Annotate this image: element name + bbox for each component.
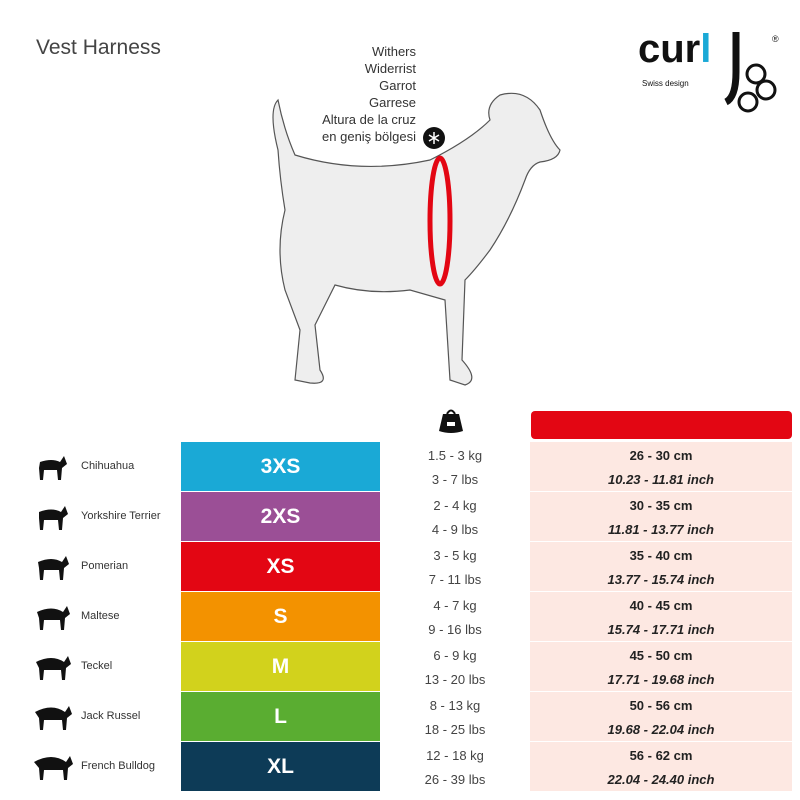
- breed-name: French Bulldog: [81, 760, 155, 772]
- breed-name: Pomerian: [81, 560, 129, 572]
- weight-lbs: 7 - 11 lbs: [428, 572, 482, 587]
- breed-name: Teckel: [81, 660, 113, 672]
- measurement-cell: 40 - 45 cm 15.74 - 17.71 inch: [530, 592, 792, 642]
- size-label: 2XS: [181, 492, 380, 541]
- dog-illustration: [272, 92, 561, 386]
- kg-weight-icon: [439, 409, 463, 433]
- size-row: Jack Russel L 8 - 13 kg 18 - 25 lbs 50 -…: [0, 692, 800, 742]
- weight-kg: 3 - 5 kg: [433, 548, 477, 563]
- size-label: L: [181, 692, 380, 741]
- dog-breed-icon: [34, 756, 73, 780]
- measurement-cell: 50 - 56 cm 19.68 - 22.04 inch: [530, 692, 792, 742]
- measurement-cell: 45 - 50 cm 17.71 - 19.68 inch: [530, 642, 792, 692]
- weight-kg: 12 - 18 kg: [426, 748, 484, 763]
- girth-inch: 15.74 - 17.71 inch: [607, 622, 715, 637]
- girth-inch: 19.68 - 22.04 inch: [607, 722, 715, 737]
- girth-cm: 35 - 40 cm: [629, 548, 693, 563]
- size-label: XL: [181, 742, 380, 791]
- breed-name: Jack Russel: [81, 710, 141, 722]
- weight-lbs: 3 - 7 lbs: [431, 472, 479, 487]
- curli-logo: curl ® Swiss design: [638, 27, 779, 113]
- breed-name: Maltese: [81, 610, 120, 622]
- size-row: Maltese S 4 - 7 kg 9 - 16 lbs 40 - 45 cm…: [0, 592, 800, 642]
- girth-cm: 56 - 62 cm: [629, 748, 693, 763]
- size-row: Yorkshire Terrier 2XS 2 - 4 kg 4 - 9 lbs…: [0, 492, 800, 542]
- size-label: S: [181, 592, 380, 641]
- weight-kg: 1.5 - 3 kg: [427, 448, 483, 463]
- girth-cm: 26 - 30 cm: [629, 448, 693, 463]
- withers-label: Withers: [371, 44, 416, 59]
- logo-tagline: Swiss design: [642, 79, 689, 88]
- withers-label: Garrese: [369, 95, 416, 110]
- size-label: XS: [181, 542, 380, 591]
- measurement-cell: 26 - 30 cm 10.23 - 11.81 inch: [530, 442, 792, 492]
- dog-breed-icon: [37, 606, 70, 630]
- breed-name: Chihuahua: [81, 460, 135, 472]
- dog-breed-icon: [35, 706, 72, 730]
- dog-breed-icon: [39, 456, 67, 480]
- weight-lbs: 4 - 9 lbs: [431, 522, 479, 537]
- withers-labels: Withers Widerrist Garrot Garrese Altura …: [300, 43, 416, 145]
- dog-breed-icon: [38, 556, 69, 580]
- dog-breed-icon: [36, 656, 71, 680]
- size-row: Chihuahua 3XS 1.5 - 3 kg 3 - 7 lbs 26 - …: [0, 442, 800, 492]
- breed-name: Yorkshire Terrier: [81, 510, 161, 522]
- size-row: French Bulldog XL 12 - 18 kg 26 - 39 lbs…: [0, 742, 800, 792]
- girth-cm: 30 - 35 cm: [629, 498, 693, 513]
- weight-lbs: 26 - 39 lbs: [424, 772, 486, 787]
- weight-kg: 4 - 7 kg: [433, 598, 477, 613]
- weight-lbs: 13 - 20 lbs: [424, 672, 486, 687]
- girth-cm: 45 - 50 cm: [629, 648, 693, 663]
- size-row: Teckel M 6 - 9 kg 13 - 20 lbs 45 - 50 cm…: [0, 642, 800, 692]
- weight-lbs: 18 - 25 lbs: [424, 722, 486, 737]
- weight-kg: 6 - 9 kg: [433, 648, 477, 663]
- size-table: Chihuahua 3XS 1.5 - 3 kg 3 - 7 lbs 26 - …: [0, 442, 800, 792]
- withers-label: Altura de la cruz: [322, 112, 416, 127]
- girth-inch: 13.77 - 15.74 inch: [607, 572, 715, 587]
- girth-inch: 22.04 - 24.40 inch: [607, 772, 715, 787]
- weight-lbs: 9 - 16 lbs: [428, 622, 482, 637]
- girth-inch: 10.23 - 11.81 inch: [608, 472, 714, 487]
- size-label: M: [181, 642, 380, 691]
- measurement-cell: 56 - 62 cm 22.04 - 24.40 inch: [530, 742, 792, 792]
- measurement-header: [531, 411, 792, 439]
- size-row: Pomerian XS 3 - 5 kg 7 - 11 lbs 35 - 40 …: [0, 542, 800, 592]
- svg-text:®: ®: [772, 34, 779, 44]
- girth-cm: 40 - 45 cm: [629, 598, 693, 613]
- measurement-cell: 35 - 40 cm 13.77 - 15.74 inch: [530, 542, 792, 592]
- girth-inch: 11.81 - 13.77 inch: [608, 522, 714, 537]
- measurement-cell: 30 - 35 cm 11.81 - 13.77 inch: [530, 492, 792, 542]
- page-title: Vest Harness: [36, 36, 161, 59]
- weight-kg: 8 - 13 kg: [429, 698, 481, 713]
- dog-breed-icon: [39, 506, 68, 530]
- svg-text:curl: curl: [638, 27, 711, 71]
- weight-kg: 2 - 4 kg: [433, 498, 477, 513]
- withers-label: Garrot: [379, 78, 416, 93]
- girth-inch: 17.71 - 19.68 inch: [607, 672, 715, 687]
- withers-label: en geniş bölgesi: [322, 129, 416, 144]
- girth-cm: 50 - 56 cm: [629, 698, 693, 713]
- size-label: 3XS: [181, 442, 380, 491]
- withers-label: Widerrist: [364, 61, 416, 76]
